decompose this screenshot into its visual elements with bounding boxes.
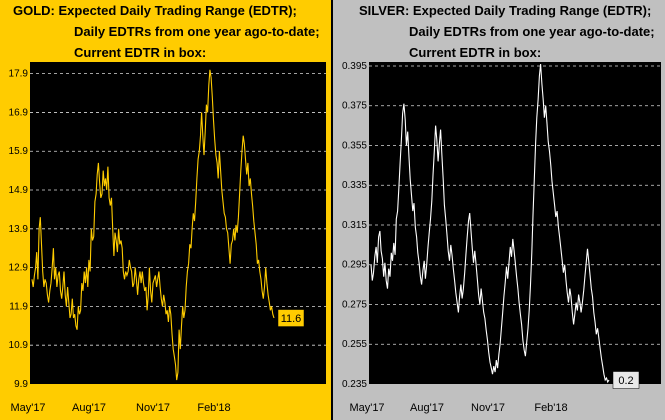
gold-title-line-1: GOLD: Expected Daily Trading Range (EDTR… <box>13 3 297 18</box>
silver-x-tick-label: Feb'18 <box>534 402 567 414</box>
silver-y-tick-label: 0.295 <box>342 260 367 271</box>
silver-y-tick-label: 0.315 <box>342 220 367 231</box>
gold-y-tick-label: 17.9 <box>9 69 29 80</box>
silver-series-line <box>370 63 610 384</box>
gold-series-line <box>31 69 275 381</box>
gold-y-tick-label: 9.9 <box>14 379 28 390</box>
silver-x-tick-label: Aug'17 <box>410 402 444 414</box>
silver-current-value-label: 0.2 <box>618 375 633 387</box>
gold-y-tick-label: 10.9 <box>9 340 29 351</box>
silver-title-line-1: SILVER: Expected Daily Trading Range (ED… <box>359 3 652 18</box>
gold-plot-area <box>30 62 326 384</box>
gold-x-tick-label: Aug'17 <box>72 402 106 414</box>
silver-title-line-3: Current EDTR in box: <box>409 45 542 60</box>
gold-x-tick-label: Nov'17 <box>136 402 170 414</box>
silver-y-tick-label: 0.235 <box>342 379 367 390</box>
silver-line-chart: 0.395 0.375 0.355 0.335 0.315 0.295 0.275 0.255… <box>342 61 661 414</box>
gold-x-tick-label: May'17 <box>10 402 45 414</box>
silver-chart-title: SILVER: Expected Daily Trading Range (ED… <box>333 0 665 62</box>
silver-y-tick-label: 0.335 <box>342 180 367 191</box>
gold-line-chart: 17.9 16.9 15.9 14.9 13.9 12.9 11.9 10.9 9.9 May'1… <box>9 62 326 414</box>
gold-y-tick-label: 13.9 <box>9 224 29 235</box>
gold-y-tick-label: 14.9 <box>9 185 29 196</box>
silver-y-tick-label: 0.355 <box>342 140 367 151</box>
panel-divider <box>331 0 333 420</box>
silver-x-tick-label: Nov'17 <box>471 402 505 414</box>
gold-current-value-label: 11.6 <box>281 313 302 325</box>
silver-y-tick-label: 0.395 <box>342 61 367 72</box>
silver-y-tick-label: 0.275 <box>342 299 367 310</box>
gold-chart-title: GOLD: Expected Daily Trading Range (EDTR… <box>0 0 331 62</box>
gold-y-tick-label: 16.9 <box>9 107 29 118</box>
gold-x-tick-label: Feb'18 <box>197 402 230 414</box>
gold-y-tick-label: 12.9 <box>9 263 29 274</box>
silver-chart-panel: SILVER: Expected Daily Trading Range (ED… <box>333 0 665 420</box>
silver-x-tick-label: May'17 <box>349 402 384 414</box>
gold-current-value-box <box>277 309 305 327</box>
gold-y-tick-label: 15.9 <box>9 146 29 157</box>
gold-title-line-3: Current EDTR in box: <box>74 45 207 60</box>
gold-chart-panel: GOLD: Expected Daily Trading Range (EDTR… <box>0 0 331 420</box>
silver-y-tick-label: 0.375 <box>342 101 367 112</box>
gold-y-tick-label: 11.9 <box>9 301 28 312</box>
gold-title-line-2: Daily EDTRs from one year ago-to-date; <box>74 24 320 39</box>
silver-plot-area <box>369 62 661 384</box>
silver-title-line-2: Daily EDTRs from one year ago-to-date; <box>409 24 655 39</box>
silver-current-value-box <box>612 371 640 389</box>
silver-y-tick-label: 0.255 <box>342 339 367 350</box>
